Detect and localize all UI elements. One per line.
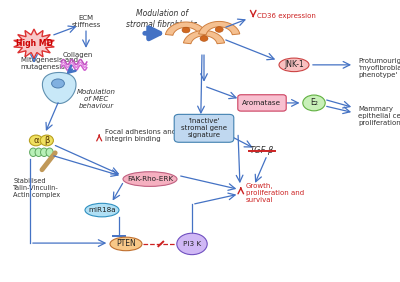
Text: Collagen: Collagen [63, 52, 93, 58]
Text: TGF-β: TGF-β [250, 146, 274, 155]
Text: PTEN: PTEN [116, 239, 136, 248]
Circle shape [52, 79, 64, 88]
Circle shape [215, 27, 223, 32]
Text: Modulation
of MEC
behaviour: Modulation of MEC behaviour [76, 89, 116, 109]
Text: α: α [33, 136, 39, 145]
Circle shape [182, 27, 190, 33]
Polygon shape [166, 22, 206, 35]
Polygon shape [199, 21, 240, 35]
Text: E₂: E₂ [310, 98, 318, 107]
Polygon shape [42, 72, 76, 103]
Ellipse shape [30, 135, 43, 146]
Text: Aromatase: Aromatase [242, 100, 282, 106]
Text: 'Inactive'
stromal gene
signature: 'Inactive' stromal gene signature [181, 118, 227, 138]
Circle shape [200, 36, 208, 41]
Ellipse shape [85, 203, 119, 217]
Circle shape [303, 95, 325, 111]
Text: FAK-Rho-ERK: FAK-Rho-ERK [127, 176, 173, 182]
Text: CD36 expression: CD36 expression [257, 13, 316, 19]
Ellipse shape [30, 148, 37, 157]
Ellipse shape [279, 58, 309, 72]
Text: PI3 K: PI3 K [183, 241, 201, 247]
Text: High MD: High MD [16, 39, 52, 48]
Text: Modulation of
stromal fibroblasts: Modulation of stromal fibroblasts [126, 10, 198, 29]
Circle shape [177, 233, 207, 255]
Text: Stabilised
Talin-Vinculin-
Actin complex: Stabilised Talin-Vinculin- Actin complex [13, 178, 60, 197]
Text: Mammary
epithelial cell
proliferation: Mammary epithelial cell proliferation [358, 106, 400, 125]
Text: Protumourigenic
'myofibroblast
phenotype': Protumourigenic 'myofibroblast phenotype… [358, 58, 400, 78]
Text: β: β [44, 136, 50, 145]
Text: Mitogenesis and
mutagenesis: Mitogenesis and mutagenesis [21, 57, 78, 70]
FancyBboxPatch shape [174, 114, 234, 142]
Ellipse shape [123, 172, 177, 186]
Text: JNK-1: JNK-1 [284, 60, 304, 69]
Text: miR18a: miR18a [88, 207, 116, 213]
Text: Growth,
proliferation and
survival: Growth, proliferation and survival [246, 183, 304, 203]
Ellipse shape [46, 148, 53, 157]
Ellipse shape [40, 148, 48, 157]
Text: Focal adhesions and
integrin binding: Focal adhesions and integrin binding [105, 129, 176, 142]
Text: ECM
stiffness: ECM stiffness [71, 15, 101, 28]
Polygon shape [184, 30, 224, 44]
Ellipse shape [110, 237, 142, 251]
Ellipse shape [40, 135, 54, 146]
FancyBboxPatch shape [238, 95, 286, 111]
Ellipse shape [35, 148, 42, 157]
Polygon shape [14, 29, 54, 58]
